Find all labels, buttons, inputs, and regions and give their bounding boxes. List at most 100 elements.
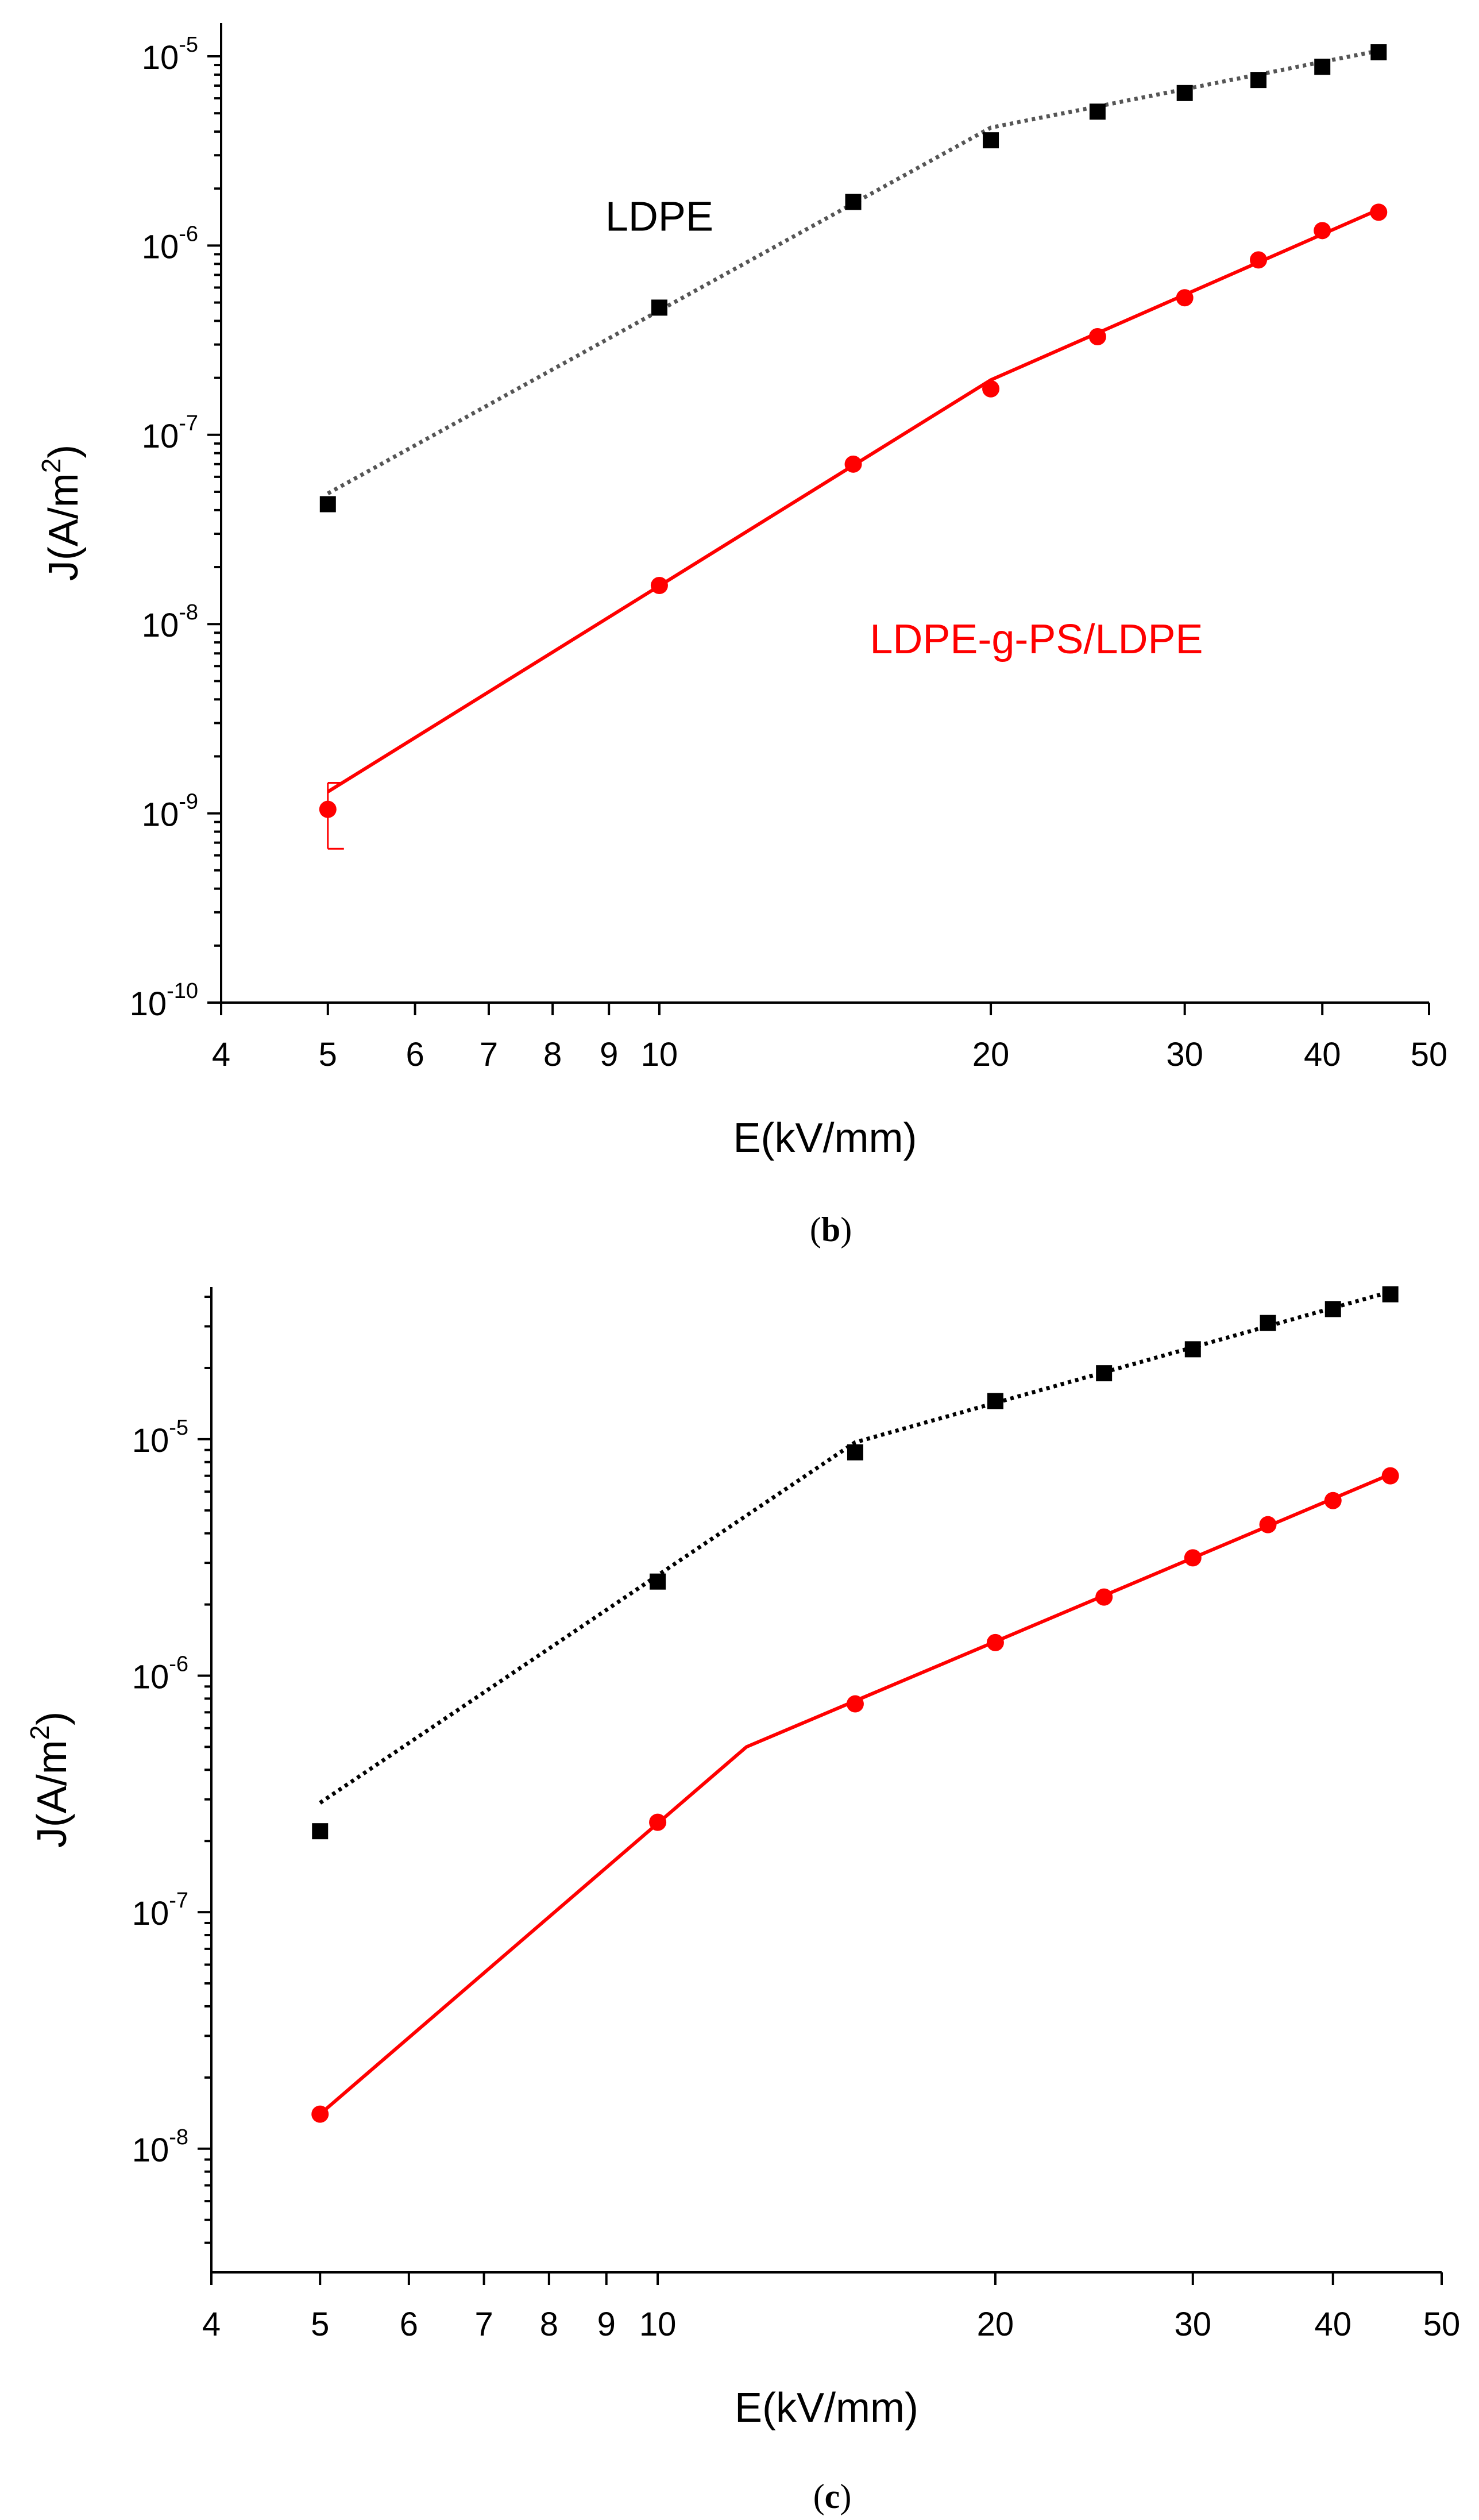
ldpe-g-ps-ldpe-data-point bbox=[1324, 1492, 1342, 1509]
ldpe-data-point bbox=[1370, 44, 1387, 61]
panel-c-chart: 4 5 6 7 8 9 10 20 30 40 5010-810-710-610-5E(kV/mm)… bbox=[25, 1286, 1460, 2515]
y-tick-exponent: -5 bbox=[179, 33, 198, 57]
y-tick-exponent: -7 bbox=[169, 1889, 188, 1913]
y-tick-label: 10-7 bbox=[142, 411, 198, 455]
x-tick-label: 9 bbox=[597, 2306, 616, 2343]
ldpe-data-point bbox=[1250, 72, 1267, 88]
x-tick-label: 40 bbox=[1315, 2306, 1352, 2343]
ldpe-g-ps-ldpe-data-point bbox=[982, 380, 1000, 398]
y-tick-exponent: -10 bbox=[167, 979, 198, 1003]
y-tick-label: 10-7 bbox=[132, 1889, 188, 1932]
ldpe-data-point bbox=[1096, 1365, 1113, 1382]
ldpe-g-ps-ldpe-data-point bbox=[1314, 222, 1331, 240]
y-axis-title: J(A/m2) bbox=[36, 445, 87, 581]
panel-caption: (b) bbox=[810, 1211, 852, 1249]
x-tick-label: 8 bbox=[540, 2306, 558, 2343]
x-tick-label: 30 bbox=[1166, 1036, 1203, 1073]
ldpe-g-ps-ldpe-data-point bbox=[1184, 1549, 1202, 1567]
ldpe-g-ps-ldpe-data-point bbox=[844, 455, 862, 473]
ldpe-fit-line bbox=[319, 1289, 1391, 1805]
caption-letter: b bbox=[821, 1211, 840, 1249]
ldpe-g-ps-ldpe-data-point bbox=[1088, 328, 1106, 346]
y-tick-exponent: -8 bbox=[179, 600, 198, 625]
series-annotation: LDPE-g-PS/LDPE bbox=[870, 616, 1203, 662]
x-tick-label: 5 bbox=[311, 2306, 329, 2343]
y-tick-base: 10 bbox=[130, 985, 167, 1023]
y-tick-label: 10-8 bbox=[132, 2125, 188, 2169]
caption-open: ( bbox=[810, 1211, 821, 1249]
ldpe-g-ps-ldpe-data-point bbox=[1176, 289, 1194, 307]
ldpe-g-ps-ldpe-data-point bbox=[986, 1633, 1004, 1651]
y-tick-label: 10-5 bbox=[132, 1416, 188, 1459]
x-tick-label: 50 bbox=[1423, 2306, 1461, 2343]
ldpe-g-ps-ldpe-data-point bbox=[1370, 203, 1388, 221]
y-tick-base: 10 bbox=[142, 418, 179, 455]
ldpe-data-point bbox=[845, 194, 862, 210]
ldpe-data-point bbox=[1184, 1341, 1201, 1358]
x-tick-label: 4 bbox=[212, 1036, 230, 1073]
y-axis-title: J(A/m2) bbox=[25, 1712, 75, 1848]
x-tick-label: 50 bbox=[1411, 1036, 1448, 1073]
y-axis-title-close: ) bbox=[41, 445, 87, 458]
x-tick-label: 20 bbox=[977, 2306, 1014, 2343]
caption-letter: c bbox=[825, 2477, 840, 2515]
y-tick-exponent: -7 bbox=[179, 411, 198, 436]
y-tick-base: 10 bbox=[132, 1422, 169, 1459]
y-tick-base: 10 bbox=[142, 39, 179, 76]
x-tick-label: 20 bbox=[972, 1036, 1010, 1073]
ldpe-data-point bbox=[1089, 103, 1106, 120]
y-tick-label: 10-6 bbox=[142, 222, 198, 265]
y-tick-base: 10 bbox=[132, 1658, 169, 1696]
y-tick-base: 10 bbox=[142, 796, 179, 834]
y-tick-base: 10 bbox=[142, 228, 179, 265]
ldpe-g-ps-ldpe-data-point bbox=[650, 576, 668, 594]
ldpe-data-point bbox=[1260, 1315, 1276, 1331]
x-tick-label: 10 bbox=[639, 2306, 677, 2343]
y-tick-base: 10 bbox=[132, 2132, 169, 2169]
ldpe-data-point bbox=[1382, 1286, 1399, 1303]
y-tick-exponent: -9 bbox=[179, 790, 198, 814]
y-tick-exponent: -5 bbox=[169, 1416, 188, 1440]
series-annotation: LDPE bbox=[605, 194, 713, 240]
ldpe-g-ps-ldpe-data-point bbox=[1095, 1588, 1113, 1606]
y-tick-exponent: -6 bbox=[169, 1652, 188, 1676]
ldpe-fit-line bbox=[327, 48, 1379, 495]
caption-close: ) bbox=[840, 2477, 851, 2515]
ldpe-data-point bbox=[319, 496, 336, 513]
x-tick-label: 8 bbox=[543, 1036, 562, 1073]
x-tick-label: 6 bbox=[400, 2306, 418, 2343]
y-tick-label: 10-8 bbox=[142, 600, 198, 644]
ldpe-g-ps-ldpe-data-point bbox=[319, 800, 337, 818]
ldpe-data-point bbox=[1324, 1301, 1341, 1317]
x-axis-title: E(kV/mm) bbox=[733, 1115, 917, 1161]
y-tick-label: 10-9 bbox=[142, 790, 198, 834]
x-tick-label: 7 bbox=[474, 2306, 493, 2343]
ldpe-g-ps-ldpe-data-point bbox=[846, 1695, 864, 1713]
x-tick-label: 4 bbox=[202, 2306, 221, 2343]
ldpe-data-point bbox=[1314, 59, 1331, 75]
ldpe-g-ps-ldpe-data-point bbox=[311, 2105, 329, 2123]
caption-close: ) bbox=[840, 1211, 852, 1249]
ldpe-data-point bbox=[650, 1573, 666, 1590]
panel-caption: (c) bbox=[813, 2477, 852, 2515]
ldpe-data-point bbox=[651, 299, 667, 316]
ldpe-g-ps-ldpe-data-point bbox=[649, 1813, 667, 1831]
y-tick-base: 10 bbox=[142, 607, 179, 644]
x-tick-label: 30 bbox=[1175, 2306, 1212, 2343]
panel-b-chart: 4 5 6 7 8 9 10 20 30 40 5010-1010-910-810-710-610-… bbox=[36, 23, 1447, 1249]
x-tick-label: 5 bbox=[319, 1036, 337, 1073]
y-tick-base: 10 bbox=[132, 1895, 169, 1932]
y-axis-title-close: ) bbox=[29, 1712, 75, 1725]
x-tick-label: 10 bbox=[641, 1036, 678, 1073]
ldpe-g-ps-ldpe-data-point bbox=[1381, 1467, 1399, 1485]
y-axis-title-text: J(A/m bbox=[41, 473, 87, 581]
ldpe-g-ps-ldpe-fit-line bbox=[319, 1473, 1391, 2116]
y-axis-title-superscript: 2 bbox=[25, 1725, 55, 1740]
y-tick-exponent: -6 bbox=[179, 222, 198, 246]
y-axis-title-text: J(A/m bbox=[29, 1740, 75, 1848]
ldpe-data-point bbox=[987, 1393, 1003, 1409]
y-tick-label: 10-10 bbox=[130, 979, 198, 1023]
y-tick-label: 10-6 bbox=[132, 1652, 188, 1696]
x-axis-title: E(kV/mm) bbox=[735, 2385, 918, 2431]
